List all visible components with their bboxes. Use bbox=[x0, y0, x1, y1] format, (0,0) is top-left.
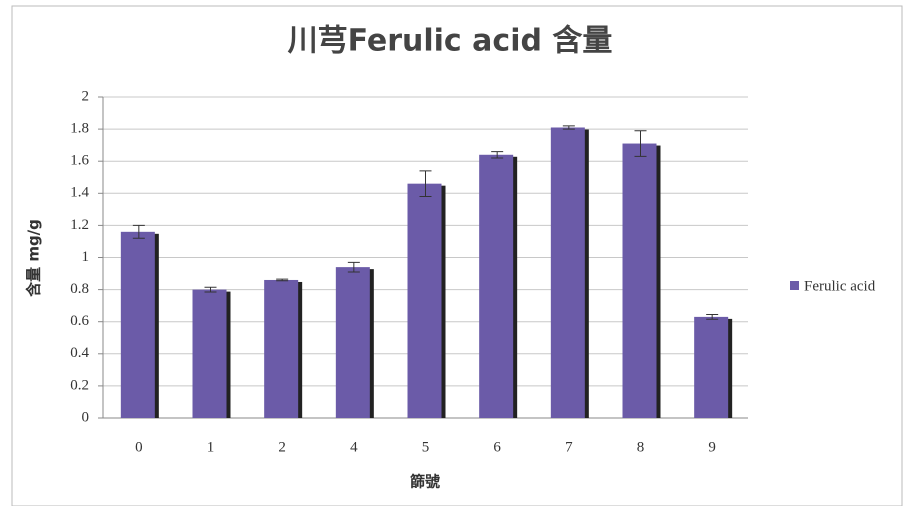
x-tick-label: 1 bbox=[207, 439, 215, 455]
bar bbox=[192, 289, 227, 418]
y-tick-label: 0.6 bbox=[70, 313, 89, 329]
x-tick-label: 6 bbox=[493, 439, 501, 455]
y-tick-label: 0 bbox=[82, 409, 90, 425]
error-bar bbox=[562, 125, 575, 130]
y-tick-label: 2 bbox=[82, 88, 90, 104]
bar bbox=[335, 267, 370, 418]
x-tick-label: 8 bbox=[637, 439, 645, 455]
y-tick-label: 0.4 bbox=[70, 345, 89, 361]
y-tick-label: 1 bbox=[82, 249, 90, 265]
y-tick-label: 1.4 bbox=[70, 185, 89, 201]
error-bar bbox=[634, 130, 647, 157]
error-bar bbox=[491, 151, 504, 159]
legend-swatch bbox=[790, 281, 799, 290]
legend-label: Ferulic acid bbox=[804, 278, 876, 294]
chart-frame bbox=[11, 5, 903, 506]
bar bbox=[550, 127, 585, 419]
bar bbox=[622, 143, 657, 419]
x-tick-label: 5 bbox=[422, 439, 430, 455]
x-axis-label: 篩號 bbox=[410, 473, 440, 491]
x-tick-label: 4 bbox=[350, 439, 358, 455]
x-tick-label: 0 bbox=[135, 439, 143, 455]
y-tick-label: 1.2 bbox=[70, 217, 89, 233]
error-bar bbox=[132, 224, 145, 239]
y-tick-label: 1.8 bbox=[70, 121, 89, 137]
bar bbox=[694, 316, 729, 418]
x-tick-label: 2 bbox=[278, 439, 286, 455]
bar bbox=[479, 154, 514, 418]
error-bar bbox=[347, 261, 360, 273]
y-axis-label: 含量 mg/g bbox=[25, 219, 43, 297]
x-tick-label: 9 bbox=[708, 439, 716, 455]
y-tick-label: 0.8 bbox=[70, 281, 89, 297]
error-bar bbox=[419, 170, 432, 198]
bar bbox=[407, 183, 442, 418]
error-bar bbox=[276, 278, 289, 282]
bar bbox=[120, 231, 155, 418]
y-tick-label: 1.6 bbox=[70, 153, 89, 169]
y-tick-label: 0.2 bbox=[70, 377, 89, 393]
x-tick-label: 7 bbox=[565, 439, 573, 455]
error-bar bbox=[706, 313, 719, 320]
chart-title: 川芎Ferulic acid 含量 bbox=[288, 24, 613, 59]
bar bbox=[264, 279, 299, 418]
error-bar bbox=[204, 286, 217, 293]
